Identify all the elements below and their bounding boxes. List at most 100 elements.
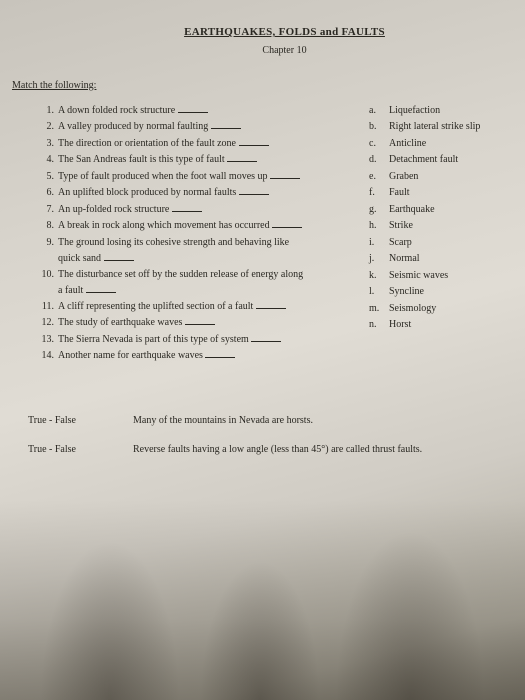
question-row: 10.The disturbance set off by the sudden… [40,267,361,283]
answer-row: h.Strike [369,218,497,234]
question-text: A valley produced by normal faulting [58,119,361,135]
answer-text: Syncline [389,284,497,300]
matching-area: 1.A down folded rock structure 2.A valle… [12,103,497,365]
question-number: 1. [40,103,58,119]
question-number: 7. [40,202,58,218]
answer-blank[interactable] [211,119,241,129]
answer-text: Liquefaction [389,103,497,119]
answer-letter: k. [369,268,389,284]
question-text: The Sierra Nevada is part of this type o… [58,332,361,348]
question-sub: a fault [40,283,361,299]
question-text: The San Andreas fault is this type of fa… [58,152,361,168]
answer-blank[interactable] [86,283,116,293]
answer-row: c.Anticline [369,136,497,152]
question-text: An uplifted block produced by normal fau… [58,185,361,201]
question-row: 2.A valley produced by normal faulting [40,119,361,135]
answer-letter: e. [369,169,389,185]
answer-blank[interactable] [239,185,269,195]
answer-blank[interactable] [270,169,300,179]
answer-text: Earthquake [389,202,497,218]
question-row: 13.The Sierra Nevada is part of this typ… [40,332,361,348]
answer-text: Seismic waves [389,268,497,284]
title-block: EARTHQUAKES, FOLDS and FAULTS Chapter 10 [72,24,497,58]
question-number: 12. [40,315,58,331]
main-title: EARTHQUAKES, FOLDS and FAULTS [72,24,497,41]
hand-shadow [200,560,320,700]
answer-letter: j. [369,251,389,267]
answer-letter: d. [369,152,389,168]
answer-blank[interactable] [172,202,202,212]
answer-blank[interactable] [104,251,134,261]
answer-letter: f. [369,185,389,201]
question-number: 11. [40,299,58,315]
answer-blank[interactable] [178,103,208,113]
answer-text: Detachment fault [389,152,497,168]
tf-label: True - False [28,442,133,457]
question-number: 14. [40,348,58,364]
answer-row: f.Fault [369,185,497,201]
question-text: The direction or orientation of the faul… [58,136,361,152]
question-sub: quick sand [40,251,361,267]
answer-row: k.Seismic waves [369,268,497,284]
question-row: 1.A down folded rock structure [40,103,361,119]
answer-blank[interactable] [256,299,286,309]
answer-text: Normal [389,251,497,267]
section-heading: Match the following: [12,78,497,93]
answer-blank[interactable] [227,152,257,162]
question-text: The disturbance set off by the sudden re… [58,267,361,283]
photo-shadow [0,500,525,700]
answer-letter: h. [369,218,389,234]
question-text: An up-folded rock structure [58,202,361,218]
answer-text: Anticline [389,136,497,152]
question-number: 8. [40,218,58,234]
worksheet-page: EARTHQUAKES, FOLDS and FAULTS Chapter 10… [0,0,525,457]
question-number: 5. [40,169,58,185]
answer-row: n.Horst [369,317,497,333]
tf-row: True - False Many of the mountains in Ne… [28,413,497,428]
answer-letter: a. [369,103,389,119]
question-number: 6. [40,185,58,201]
hand-shadow [335,530,485,700]
answer-letter: c. [369,136,389,152]
answer-letter: l. [369,284,389,300]
question-number: 2. [40,119,58,135]
question-text: Another name for earthquake waves [58,348,361,364]
question-row: 12.The study of earthquake waves [40,315,361,331]
answer-blank[interactable] [239,136,269,146]
question-text: The study of earthquake waves [58,315,361,331]
question-text: A cliff representing the uplifted sectio… [58,299,361,315]
answer-row: b.Right lateral strike slip [369,119,497,135]
answer-letter: g. [369,202,389,218]
answer-blank[interactable] [251,332,281,342]
question-row: 6.An uplifted block produced by normal f… [40,185,361,201]
answer-text: Strike [389,218,497,234]
question-text: The ground losing its cohesive strength … [58,235,361,251]
answer-row: e.Graben [369,169,497,185]
question-row: 11.A cliff representing the uplifted sec… [40,299,361,315]
answer-row: g.Earthquake [369,202,497,218]
answer-row: d.Detachment fault [369,152,497,168]
answer-blank[interactable] [205,348,235,358]
question-row: 5.Type of fault produced when the foot w… [40,169,361,185]
question-row: 8.A break in rock along which movement h… [40,218,361,234]
question-text: A down folded rock structure [58,103,361,119]
answer-text: Horst [389,317,497,333]
tf-row: True - False Reverse faults having a low… [28,442,497,457]
answer-blank[interactable] [272,218,302,228]
question-list: 1.A down folded rock structure 2.A valle… [40,103,361,365]
answer-letter: m. [369,301,389,317]
answer-text: Seismology [389,301,497,317]
question-row: 7.An up-folded rock structure [40,202,361,218]
answer-blank[interactable] [185,315,215,325]
answer-text: Graben [389,169,497,185]
tf-statement: Reverse faults having a low angle (less … [133,442,497,457]
tf-statement: Many of the mountains in Nevada are hors… [133,413,497,428]
answer-letter: i. [369,235,389,251]
question-text: Type of fault produced when the foot wal… [58,169,361,185]
answer-letter: n. [369,317,389,333]
question-number: 10. [40,267,58,283]
answer-row: j.Normal [369,251,497,267]
true-false-block: True - False Many of the mountains in Ne… [12,413,497,457]
hand-shadow [40,540,180,700]
tf-label: True - False [28,413,133,428]
